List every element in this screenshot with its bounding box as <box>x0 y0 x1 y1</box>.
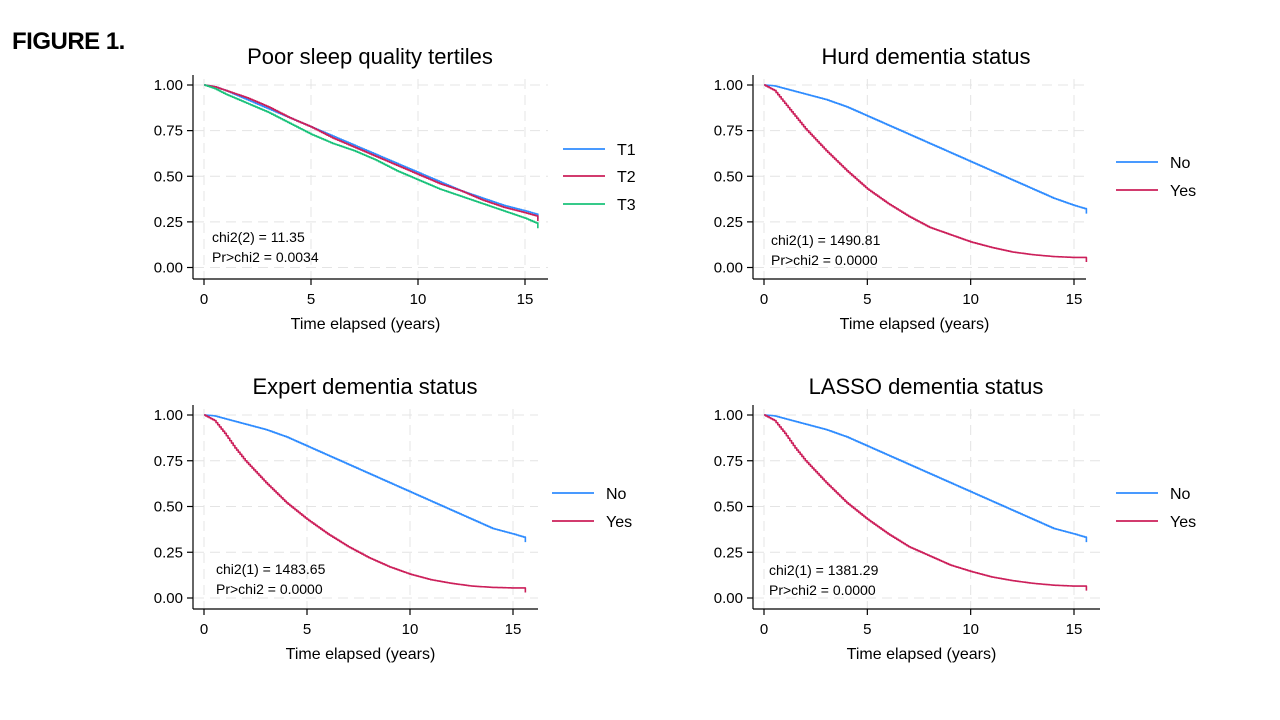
series-line-t3 <box>204 84 539 229</box>
y-tick-label: 1.00 <box>154 407 183 424</box>
series-line-yes <box>764 84 1088 263</box>
legend-label: Yes <box>1170 183 1196 200</box>
y-tick-label: 0.75 <box>714 453 743 470</box>
y-tick-label: 0.50 <box>154 168 183 185</box>
y-tick-label: 0.00 <box>154 590 183 607</box>
x-tick-label: 10 <box>962 291 979 308</box>
legend-label: No <box>606 486 627 503</box>
x-tick-label: 10 <box>410 291 427 308</box>
x-tick-label: 5 <box>303 621 311 638</box>
y-tick-label: 0.50 <box>714 499 743 516</box>
y-tick-label: 0.75 <box>154 123 183 140</box>
figure-label: FIGURE 1. <box>12 28 125 55</box>
stat-pvalue: Pr>chi2 = 0.0000 <box>769 582 876 598</box>
x-tick-label: 15 <box>517 291 534 308</box>
legend-label: Yes <box>606 514 632 531</box>
x-tick-label: 5 <box>863 291 871 308</box>
chart-panel-3: 0.00 0.25 0.50 0.75 1.00 0 5 10 15 Time elapsed (… <box>154 374 632 663</box>
y-tick-label: 0.25 <box>714 214 743 231</box>
chart-title: Hurd dementia status <box>821 44 1030 69</box>
x-axis-label: Time elapsed (years) <box>286 646 436 663</box>
stat-pvalue: Pr>chi2 = 0.0000 <box>216 581 323 597</box>
y-tick-label: 0.00 <box>714 260 743 277</box>
x-axis-label: Time elapsed (years) <box>291 316 441 333</box>
y-tick-label: 0.75 <box>154 453 183 470</box>
chart-panel-1: 0.00 0.25 0.50 0.75 1.00 0 5 10 15 Time elapsed (… <box>154 44 636 333</box>
x-tick-label: 5 <box>863 621 871 638</box>
series-line-yes <box>204 414 527 593</box>
x-tick-label: 5 <box>307 291 315 308</box>
legend-label: T2 <box>617 169 636 186</box>
chart-panel-4: 0.00 0.25 0.50 0.75 1.00 0 5 10 15 Time elapsed (… <box>714 374 1196 663</box>
stat-pvalue: Pr>chi2 = 0.0034 <box>212 249 319 265</box>
legend-label: Yes <box>1170 514 1196 531</box>
y-tick-label: 0.25 <box>714 544 743 561</box>
y-tick-label: 0.00 <box>154 260 183 277</box>
stat-pvalue: Pr>chi2 = 0.0000 <box>771 252 878 268</box>
x-tick-label: 0 <box>200 621 208 638</box>
x-tick-label: 15 <box>505 621 522 638</box>
series-line-no <box>764 84 1088 214</box>
x-axis-label: Time elapsed (years) <box>840 316 990 333</box>
series-line-no <box>764 414 1088 543</box>
x-axis-label: Time elapsed (years) <box>847 646 997 663</box>
x-tick-label: 0 <box>200 291 208 308</box>
y-tick-label: 0.00 <box>714 590 743 607</box>
stat-chi2: chi2(1) = 1483.65 <box>216 561 326 577</box>
y-tick-label: 0.25 <box>154 214 183 231</box>
y-tick-label: 1.00 <box>714 407 743 424</box>
x-tick-label: 15 <box>1066 291 1083 308</box>
series-line-no <box>204 414 527 543</box>
y-tick-label: 0.50 <box>714 168 743 185</box>
y-tick-label: 0.75 <box>714 123 743 140</box>
series-line-yes <box>764 414 1088 591</box>
x-tick-label: 0 <box>760 621 768 638</box>
series-line-t2 <box>204 84 539 221</box>
stat-chi2: chi2(1) = 1381.29 <box>769 562 879 578</box>
y-tick-label: 1.00 <box>714 77 743 94</box>
x-tick-label: 10 <box>402 621 419 638</box>
chart-panel-2: 0.00 0.25 0.50 0.75 1.00 0 5 10 15 Time elapsed (… <box>714 44 1196 333</box>
x-tick-label: 10 <box>962 621 979 638</box>
x-tick-label: 15 <box>1066 621 1083 638</box>
legend-label: No <box>1170 486 1191 503</box>
stat-chi2: chi2(1) = 1490.81 <box>771 232 881 248</box>
legend-label: No <box>1170 155 1191 172</box>
legend-label: T1 <box>617 142 636 159</box>
y-tick-label: 1.00 <box>154 77 183 94</box>
x-tick-label: 0 <box>760 291 768 308</box>
chart-title: LASSO dementia status <box>809 374 1044 399</box>
chart-title: Expert dementia status <box>252 374 477 399</box>
y-tick-label: 0.50 <box>154 499 183 516</box>
chart-title: Poor sleep quality tertiles <box>247 44 493 69</box>
legend-label: T3 <box>617 197 636 214</box>
y-tick-label: 0.25 <box>154 544 183 561</box>
stat-chi2: chi2(2) = 11.35 <box>212 229 305 245</box>
series-line-t1 <box>204 84 539 220</box>
